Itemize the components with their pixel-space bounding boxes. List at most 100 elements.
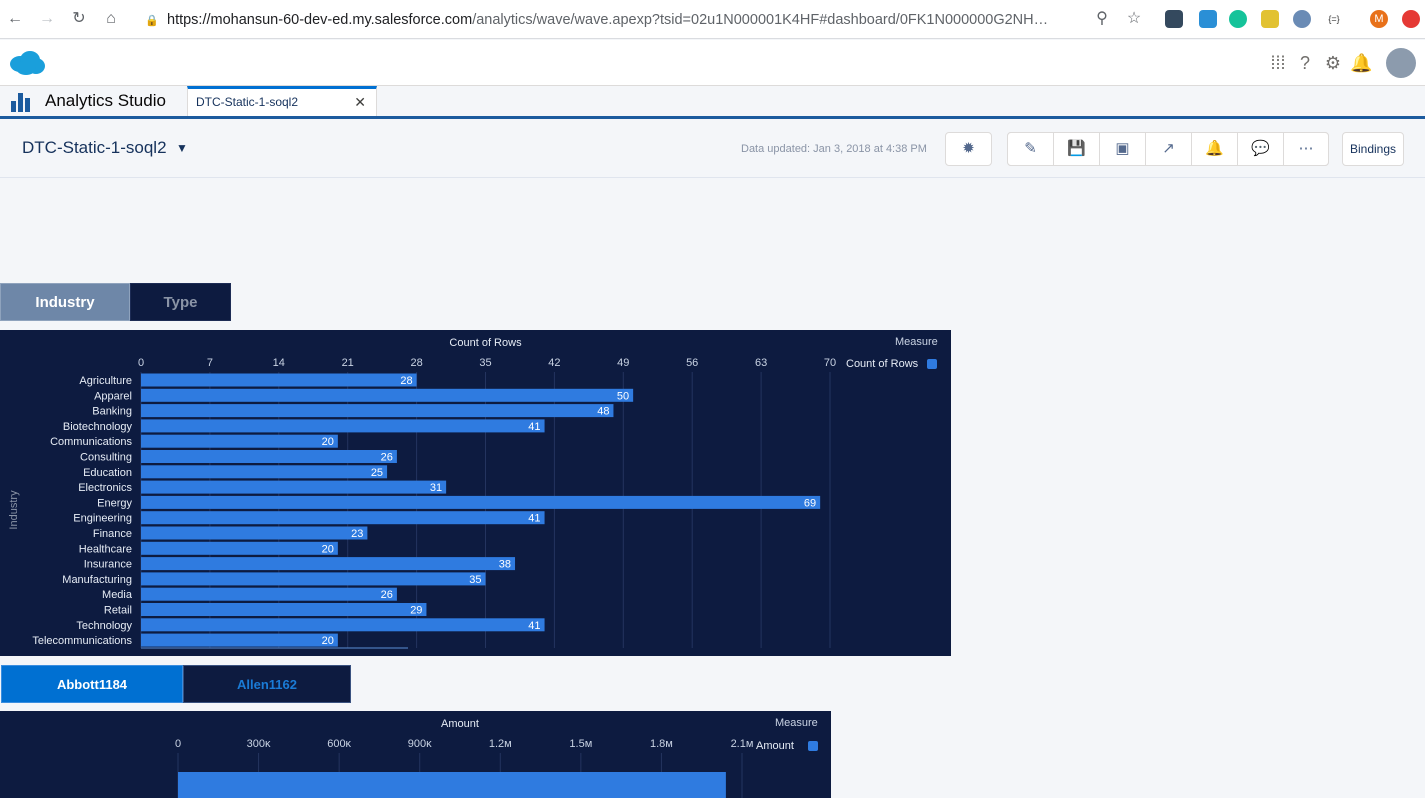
extension-icon[interactable] — [1165, 10, 1183, 28]
chart-svg: Amount 0 300κ 600κ 900κ 1.2м 1.5м 1.8м 2.1м — [175, 718, 754, 798]
close-icon[interactable]: ✕ — [354, 94, 366, 110]
data-label: 48 — [597, 406, 609, 418]
x-tick-label: 28 — [410, 357, 422, 369]
category-label: Energy — [97, 497, 132, 509]
bookmark-star-icon[interactable]: ☆ — [1126, 10, 1142, 27]
bar — [141, 450, 397, 463]
x-tick-label: 600κ — [327, 738, 351, 750]
category-label: Insurance — [84, 559, 132, 571]
data-label: 20 — [322, 635, 334, 647]
analytics-logo-icon — [11, 93, 30, 112]
bar — [141, 404, 614, 418]
share-icon: ↗ — [1162, 140, 1175, 157]
user-avatar[interactable] — [1386, 48, 1416, 78]
bar — [141, 618, 545, 632]
browser-toolbar: ← → ↻ ⌂ 🔒 https://mohansun-60-dev-ed.my.s… — [0, 0, 1425, 39]
x-tick-label: 1.5м — [569, 738, 592, 750]
data-label: 29 — [410, 605, 422, 617]
extension-icon[interactable] — [1199, 10, 1217, 28]
presentation-icon: ▣ — [1115, 140, 1130, 157]
pencil-icon: ✎ — [1024, 140, 1037, 157]
grammarly-icon[interactable] — [1229, 10, 1247, 28]
legend-swatch — [927, 359, 937, 369]
toggle-option[interactable]: Allen1162 — [183, 665, 351, 703]
notify-button[interactable]: 🔔 — [1191, 132, 1238, 166]
data-label: 41 — [528, 513, 540, 525]
help-icon[interactable]: ? — [1299, 53, 1310, 73]
x-tick-label: 70 — [824, 357, 836, 369]
category-label: Telecommunications — [32, 635, 132, 647]
x-tick-label: 900κ — [408, 738, 432, 750]
category-label: Education — [83, 467, 132, 479]
explore-button[interactable]: ✹ — [945, 132, 992, 166]
x-tick-label: 56 — [686, 357, 698, 369]
bell-plus-icon: 🔔 — [1205, 140, 1224, 157]
legend-item[interactable]: Count of Rows — [846, 358, 919, 370]
toggle-option[interactable]: Industry — [0, 283, 130, 321]
x-tick-label: 14 — [273, 357, 285, 369]
chevron-down-icon[interactable]: ▼ — [176, 141, 188, 155]
comment-button[interactable]: 💬 — [1237, 132, 1284, 166]
data-label: 26 — [381, 452, 393, 464]
bar — [141, 603, 427, 616]
legend-title: Measure — [775, 717, 818, 729]
extension-icon[interactable]: {=} — [1325, 10, 1343, 28]
comment-icon: 💬 — [1251, 140, 1270, 157]
data-updated-text: Data updated: Jan 3, 2018 at 4:38 PM — [741, 143, 927, 155]
data-label: 26 — [381, 589, 393, 601]
extension-icon[interactable] — [1402, 10, 1420, 28]
x-tick-label: 300κ — [247, 738, 271, 750]
sparkle-icon: ✹ — [962, 140, 975, 157]
app-launcher-icon[interactable]: ⁞⁞⁞ — [1270, 53, 1286, 73]
category-label: Electronics — [78, 482, 132, 494]
profile-avatar[interactable]: M — [1370, 10, 1388, 28]
bar — [141, 526, 368, 540]
reload-icon[interactable]: ↻ — [72, 10, 86, 27]
category-label: Manufacturing — [62, 574, 132, 586]
address-bar[interactable]: 🔒 https://mohansun-60-dev-ed.my.salesforc… — [145, 8, 1085, 32]
salesforce-logo[interactable] — [8, 50, 46, 76]
x-tick-label: 49 — [617, 357, 629, 369]
notification-bell-icon[interactable]: 🔔 — [1350, 53, 1373, 73]
extension-icon[interactable] — [1293, 10, 1311, 28]
industry-bar-chart: Count of Rows 0 7 14 21 28 35 42 49 56 63 70 Industr… — [0, 330, 951, 656]
category-label: Media — [102, 589, 133, 601]
x-tick-label: 35 — [479, 357, 491, 369]
global-header: ⁞⁞⁞ ? ⚙ 🔔 — [0, 40, 1425, 86]
category-label: Apparel — [94, 390, 132, 402]
y-axis-title: Industry — [8, 490, 20, 530]
category-label: Technology — [76, 620, 132, 632]
x-tick-label: 2.1м — [731, 738, 754, 750]
category-label: Engineering — [73, 513, 132, 525]
toggle-option[interactable]: Abbott1184 — [1, 665, 183, 703]
home-icon[interactable]: ⌂ — [106, 10, 116, 27]
legend-item[interactable]: Amount — [756, 740, 794, 752]
share-button[interactable]: ↗ — [1145, 132, 1192, 166]
gear-icon[interactable]: ⚙ — [1324, 53, 1342, 73]
data-label: 38 — [499, 559, 511, 571]
bar — [141, 557, 516, 571]
x-tick-label: 1.2м — [489, 738, 512, 750]
edit-button[interactable]: ✎ — [1007, 132, 1054, 166]
category-label: Consulting — [80, 452, 132, 464]
bindings-button[interactable]: Bindings — [1342, 132, 1404, 166]
forward-icon[interactable]: → — [39, 10, 55, 27]
bar — [141, 388, 634, 402]
zoom-icon[interactable]: ⚲ — [1096, 10, 1108, 27]
toggle-option[interactable]: Type — [130, 283, 231, 321]
tab-dashboard[interactable]: DTC-Static-1-soql2 ✕ — [187, 86, 377, 116]
bar — [141, 480, 447, 494]
chart-title: Amount — [441, 718, 479, 730]
present-button[interactable]: ▣ — [1099, 132, 1146, 166]
dashboard-title[interactable]: DTC-Static-1-soql2 — [22, 138, 167, 157]
bar — [141, 495, 821, 509]
extension-icon[interactable] — [1261, 10, 1279, 28]
back-icon[interactable]: ← — [7, 10, 23, 27]
save-button[interactable]: 💾 — [1053, 132, 1100, 166]
save-icon: 💾 — [1067, 140, 1086, 157]
category-label: Retail — [104, 605, 132, 617]
more-actions-button[interactable]: ⋯ — [1283, 132, 1329, 166]
url-host: https://mohansun-60-dev-ed.my.salesforce… — [167, 12, 473, 28]
category-label: Agriculture — [79, 375, 132, 387]
category-label: Communications — [50, 436, 132, 448]
